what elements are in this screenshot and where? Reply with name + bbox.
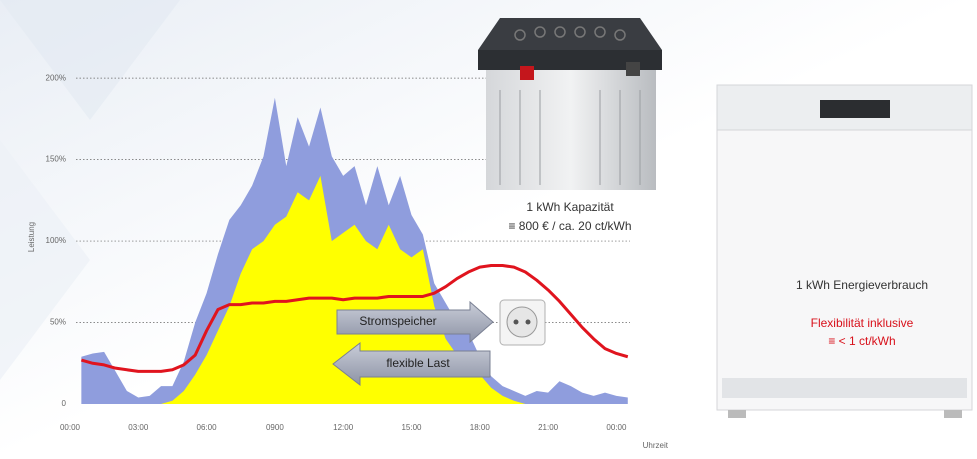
annotation: Stromspeicher <box>359 314 436 328</box>
annotation: 1 kWh Energieverbrauch <box>796 278 928 292</box>
annotation: Flexibilität inklusive <box>811 316 914 330</box>
x-axis-label: Uhrzeit <box>643 441 669 450</box>
battery-image <box>478 18 662 190</box>
dishwasher-image <box>716 84 973 418</box>
area <box>81 175 628 404</box>
annotations: 1 kWh Kapazität ≡ 800 € / ca. 20 ct/kWh St… <box>359 200 928 370</box>
decor <box>0 0 180 120</box>
annotation: flexible Last <box>386 356 450 370</box>
arrow-right <box>336 300 494 344</box>
x-tick-label: 0900 <box>266 423 284 432</box>
annotation: 1 kWh Kapazität <box>526 200 614 214</box>
x-tick-label: 00:00 <box>606 423 627 432</box>
x-tick-label: 03:00 <box>128 423 149 432</box>
x-tick-label: 06:00 <box>197 423 218 432</box>
y-tick-label: 150% <box>46 155 66 164</box>
y-tick-label: 50% <box>50 318 66 327</box>
plot: 0 50% 100% 150% 200% 00:00 03:00 06:00 0900 12:00… <box>27 73 669 450</box>
x-tick-label: 15:00 <box>401 423 422 432</box>
socket-image <box>499 299 546 346</box>
decor <box>0 140 90 380</box>
x-tick-label: 00:00 <box>60 423 81 432</box>
x-tick-label: 12:00 <box>333 423 354 432</box>
x-tick-label: 18:00 <box>470 423 491 432</box>
y-tick-label: 200% <box>46 73 66 82</box>
line <box>80 264 629 373</box>
y-axis-label: Leistung <box>27 222 36 252</box>
annotation: ≡ 800 € / ca. 20 ct/kWh <box>508 219 631 233</box>
annotation: ≡ < 1 ct/kWh <box>828 334 895 348</box>
arrow-left <box>332 341 491 387</box>
x-tick-label: 21:00 <box>538 423 559 432</box>
y-tick-label: 100% <box>46 236 66 245</box>
y-tick-label: 0 <box>62 399 67 408</box>
